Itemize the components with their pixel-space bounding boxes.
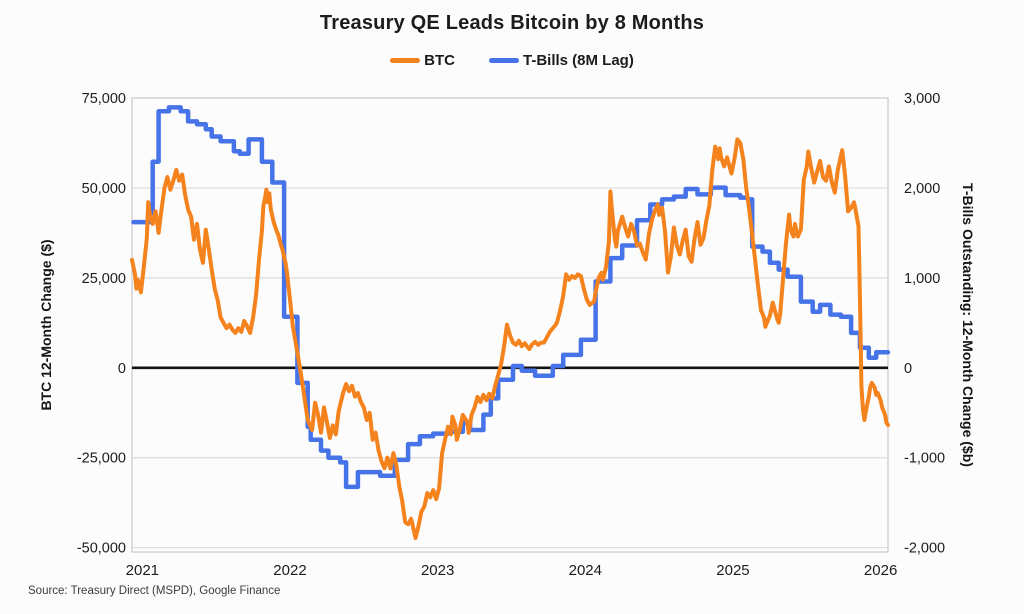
- legend: BTC T-Bills (8M Lag): [0, 52, 1024, 69]
- tbills-line: [131, 105, 891, 490]
- legend-label-tbills: T-Bills (8M Lag): [522, 52, 634, 69]
- x-axis-tick-label: 2021: [126, 562, 159, 579]
- y-axis-left-tick-label: 75,000: [82, 91, 126, 107]
- btc-line: [130, 137, 890, 540]
- y-axis-right-tick-label: 1,000: [904, 271, 940, 287]
- tbills-line-swatch-icon: [488, 58, 519, 63]
- btc-line-swatch-icon: [390, 58, 421, 63]
- source-note: Source: Treasury Direct (MSPD), Google F…: [28, 585, 281, 597]
- y-axis-right-tick-label: 3,000: [904, 91, 940, 107]
- legend-item-tbills: T-Bills (8M Lag): [488, 52, 634, 69]
- chart-title: Treasury QE Leads Bitcoin by 8 Months: [319, 12, 705, 34]
- legend-label-btc: BTC: [424, 52, 455, 69]
- x-axis-tick-label: 2026: [864, 562, 897, 579]
- y-axis-right-tick-label: 2,000: [904, 181, 940, 197]
- x-axis-tick-label: 2024: [569, 562, 602, 579]
- y-axis-right-tick-label: -1,000: [904, 451, 945, 467]
- y-axis-right-tick-label: 0: [904, 361, 912, 377]
- y-axis-left-tick-label: 25,000: [82, 271, 126, 287]
- x-axis-tick-label: 2023: [421, 562, 454, 579]
- y-axis-left-tick-label: -25,000: [77, 451, 126, 467]
- y-axis-left-tick-label: 50,000: [82, 181, 126, 197]
- y-axis-left-tick-label: 0: [118, 361, 126, 377]
- y-axis-right-tick-label: -2,000: [904, 541, 945, 557]
- plot-border: [131, 97, 889, 553]
- x-axis-tick-label: 2025: [716, 562, 749, 579]
- x-axis-tick-label: 2022: [273, 562, 306, 579]
- y-axis-left-tick-label: -50,000: [77, 541, 126, 557]
- legend-item-btc: BTC: [390, 52, 455, 69]
